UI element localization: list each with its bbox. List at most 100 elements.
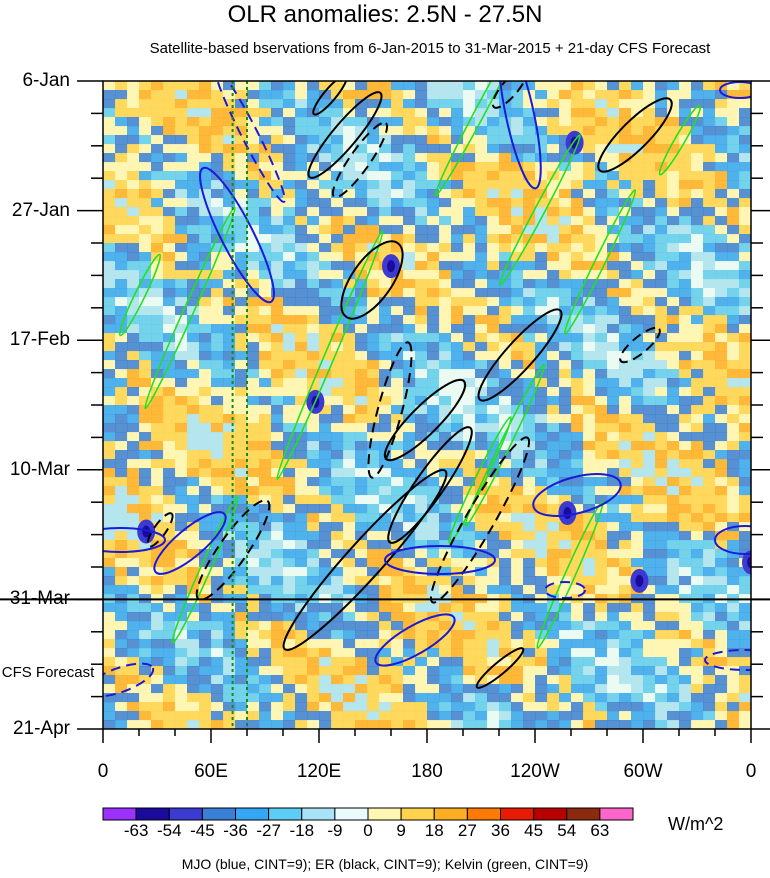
field-cell — [235, 684, 248, 694]
field-cell — [175, 432, 188, 442]
field-cell — [127, 225, 140, 235]
field-cell — [283, 288, 296, 298]
field-cell — [139, 459, 152, 469]
field-cell — [487, 333, 500, 343]
field-cell — [127, 666, 140, 676]
field-cell — [667, 243, 680, 253]
field-cell — [127, 567, 140, 577]
field-cell — [139, 252, 152, 262]
field-cell — [715, 297, 728, 307]
field-cell — [439, 684, 452, 694]
field-cell — [283, 450, 296, 460]
field-cell — [103, 558, 116, 568]
field-cell — [679, 576, 692, 586]
field-cell — [511, 198, 524, 208]
field-cell — [115, 684, 128, 694]
field-cell — [175, 117, 188, 127]
field-cell — [715, 702, 728, 712]
field-cell — [619, 666, 632, 676]
field-cell — [595, 126, 608, 136]
field-cell — [367, 522, 380, 532]
field-minimum — [742, 550, 751, 575]
field-cell — [235, 360, 248, 370]
field-cell — [439, 369, 452, 379]
field-cell — [715, 261, 728, 271]
field-cell — [367, 603, 380, 613]
field-cell — [271, 432, 284, 442]
field-cell — [499, 162, 512, 172]
field-cell — [379, 414, 392, 424]
field-cell — [487, 549, 500, 559]
field-cell — [571, 81, 584, 91]
field-cell — [739, 216, 751, 226]
field-cell — [439, 639, 452, 649]
field-cell — [199, 693, 212, 703]
field-cell — [367, 351, 380, 361]
field-cell — [475, 450, 488, 460]
field-cell — [271, 486, 284, 496]
field-cell — [535, 540, 548, 550]
field-cell — [691, 279, 704, 289]
field-cell — [247, 243, 260, 253]
y-tick-label: 10-Mar — [9, 458, 70, 480]
field-cell — [415, 315, 428, 325]
field-cell — [583, 387, 596, 397]
field-cell — [163, 405, 176, 415]
field-cell — [331, 459, 344, 469]
field-cell — [727, 324, 740, 334]
field-cell — [415, 306, 428, 316]
field-cell — [559, 369, 572, 379]
field-cell — [703, 171, 716, 181]
field-cell — [487, 450, 500, 460]
field-cell — [703, 612, 716, 622]
field-cell — [667, 378, 680, 388]
field-cell — [367, 585, 380, 595]
field-cell — [223, 414, 236, 424]
field-cell — [199, 495, 212, 505]
field-cell — [211, 207, 224, 217]
field-cell — [571, 684, 584, 694]
field-cell — [703, 216, 716, 226]
field-cell — [127, 135, 140, 145]
kelvin-contour — [276, 229, 384, 481]
field-cell — [475, 585, 488, 595]
field-cell — [523, 99, 536, 109]
field-cell — [655, 171, 668, 181]
field-cell — [211, 198, 224, 208]
field-cell — [127, 360, 140, 370]
field-cell — [139, 396, 152, 406]
field-cell — [523, 468, 536, 478]
field-cell — [367, 414, 380, 424]
field-cell — [655, 198, 668, 208]
field-cell — [727, 162, 740, 172]
field-cell — [175, 639, 188, 649]
field-cell — [379, 252, 392, 262]
field-cell — [247, 423, 260, 433]
field-cell — [367, 270, 380, 280]
field-cell — [271, 126, 284, 136]
field-cell — [499, 261, 512, 271]
field-cell — [283, 459, 296, 469]
field-cell — [547, 486, 560, 496]
field-cell — [163, 306, 176, 316]
field-cell — [403, 684, 416, 694]
field-cell — [259, 486, 272, 496]
field-cell — [607, 675, 620, 685]
field-cell — [175, 252, 188, 262]
field-cell — [187, 531, 200, 541]
field-cell — [679, 153, 692, 163]
field-cell — [667, 252, 680, 262]
field-cell — [247, 351, 260, 361]
field-cell — [727, 216, 740, 226]
field-cell — [559, 99, 572, 109]
field-cell — [283, 99, 296, 109]
field-cell — [103, 297, 116, 307]
field-cell — [391, 207, 404, 217]
field-cell — [223, 189, 236, 199]
field-cell — [367, 369, 380, 379]
field-cell — [559, 225, 572, 235]
field-cell — [139, 297, 152, 307]
field-cell — [343, 405, 356, 415]
field-cell — [331, 378, 344, 388]
field-cell — [535, 378, 548, 388]
